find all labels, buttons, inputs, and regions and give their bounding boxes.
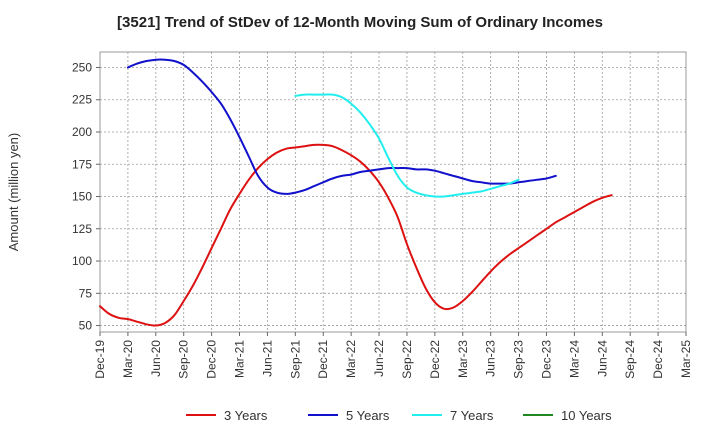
x-tick-label: Sep-23 (512, 340, 526, 379)
x-tick-label: Sep-20 (177, 340, 191, 379)
x-tick-label: Mar-20 (121, 340, 135, 378)
y-tick-label: 125 (72, 222, 92, 236)
series-layer (99, 58, 613, 327)
x-tick-label: Jun-22 (372, 340, 386, 377)
plot-frame (99, 51, 687, 333)
x-tick-label: Sep-22 (400, 340, 414, 379)
x-tick-label: Dec-20 (205, 340, 219, 379)
grid-layer (99, 51, 687, 333)
series-line-5-years (126, 58, 557, 195)
x-tick-label: Mar-21 (233, 340, 247, 378)
axis-layer: 50 75 100 125 150 175 200 225 250 Dec-19 Mar-20 Jun… (72, 60, 693, 378)
y-tick-label: 200 (72, 125, 92, 139)
x-tick-label: Jun-20 (149, 340, 163, 377)
x-tick-label: Mar-23 (456, 340, 470, 378)
x-tick-label: Jun-23 (484, 340, 498, 377)
x-tick-label: Mar-22 (344, 340, 358, 378)
x-tick-label: Jun-21 (260, 340, 274, 377)
legend-label-3-years: 3 Years (224, 408, 268, 423)
legend-label-10-years: 10 Years (561, 408, 612, 423)
series-line-7-years (294, 93, 520, 198)
legend: 3 Years 5 Years 7 Years 10 Years (186, 408, 612, 423)
y-axis-label: Amount (million yen) (6, 133, 21, 252)
y-tick-label: 225 (72, 93, 92, 107)
legend-label-5-years: 5 Years (346, 408, 390, 423)
x-tick-label: Dec-19 (93, 340, 107, 379)
x-tick-label: Jun-24 (595, 340, 609, 377)
x-tick-label: Dec-21 (316, 340, 330, 379)
chart-title: [3521] Trend of StDev of 12-Month Moving… (117, 14, 603, 31)
x-tick-label: Sep-24 (623, 340, 637, 379)
x-tick-label: Dec-22 (428, 340, 442, 379)
x-tick-label: Dec-24 (651, 340, 665, 379)
y-tick-label: 250 (72, 60, 92, 74)
legend-label-7-years: 7 Years (450, 408, 494, 423)
y-tick-label: 75 (79, 286, 93, 300)
y-tick-label: 175 (72, 157, 92, 171)
y-tick-label: 100 (72, 254, 92, 268)
series-line-3-years (99, 143, 613, 327)
y-tick-label: 50 (79, 319, 93, 333)
x-tick-label: Mar-24 (567, 340, 581, 378)
x-tick-label: Mar-25 (679, 340, 693, 378)
x-tick-label: Dec-23 (539, 340, 553, 379)
y-tick-label: 150 (72, 190, 92, 204)
x-tick-label: Sep-21 (288, 340, 302, 379)
